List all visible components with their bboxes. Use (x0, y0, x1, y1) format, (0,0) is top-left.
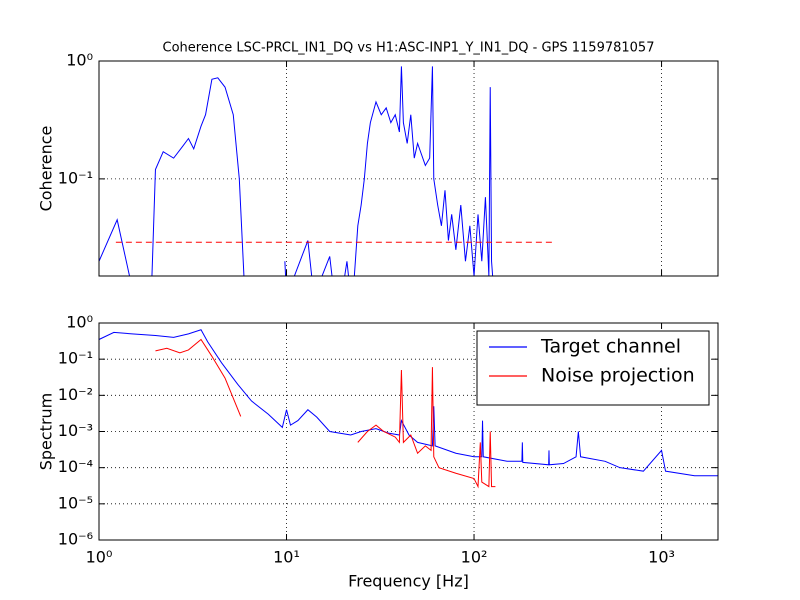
plot-area (99, 329, 718, 489)
x-tick-label: 10¹ (273, 548, 300, 567)
y-tick-label: 10⁰ (66, 51, 93, 70)
legend-box (476, 330, 710, 406)
y-tick-label: 10⁰ (66, 313, 93, 332)
y-tick-label: 10⁻⁶ (58, 530, 93, 549)
axes-frame (98, 322, 719, 541)
axes-frame (98, 60, 719, 277)
series-line (99, 329, 718, 477)
y-tick-label: 10⁻⁵ (58, 493, 93, 512)
chart-title: Coherence LSC-PRCL_IN1_DQ vs H1:ASC-INP1… (163, 41, 655, 56)
legend-label: Target channel (540, 336, 681, 358)
x-tick-label: 10² (461, 548, 488, 567)
y-axis-label: Spectrum (37, 393, 56, 471)
x-axis-label: Frequency [Hz] (348, 572, 469, 591)
series-line (155, 338, 496, 489)
y-tick-label: 10⁻³ (58, 421, 93, 440)
y-axis-label: Coherence (37, 126, 56, 212)
series-line (99, 66, 494, 276)
plot-area (99, 66, 552, 276)
x-tick-label: 10⁰ (86, 548, 113, 567)
x-tick-label: 10³ (648, 548, 675, 567)
y-tick-label: 10⁻¹ (58, 349, 93, 368)
y-tick-label: 10⁻⁴ (58, 457, 93, 476)
y-tick-label: 10⁻² (58, 385, 93, 404)
y-tick-label: 10⁻¹ (58, 168, 93, 187)
legend-label: Noise projection (541, 365, 695, 387)
